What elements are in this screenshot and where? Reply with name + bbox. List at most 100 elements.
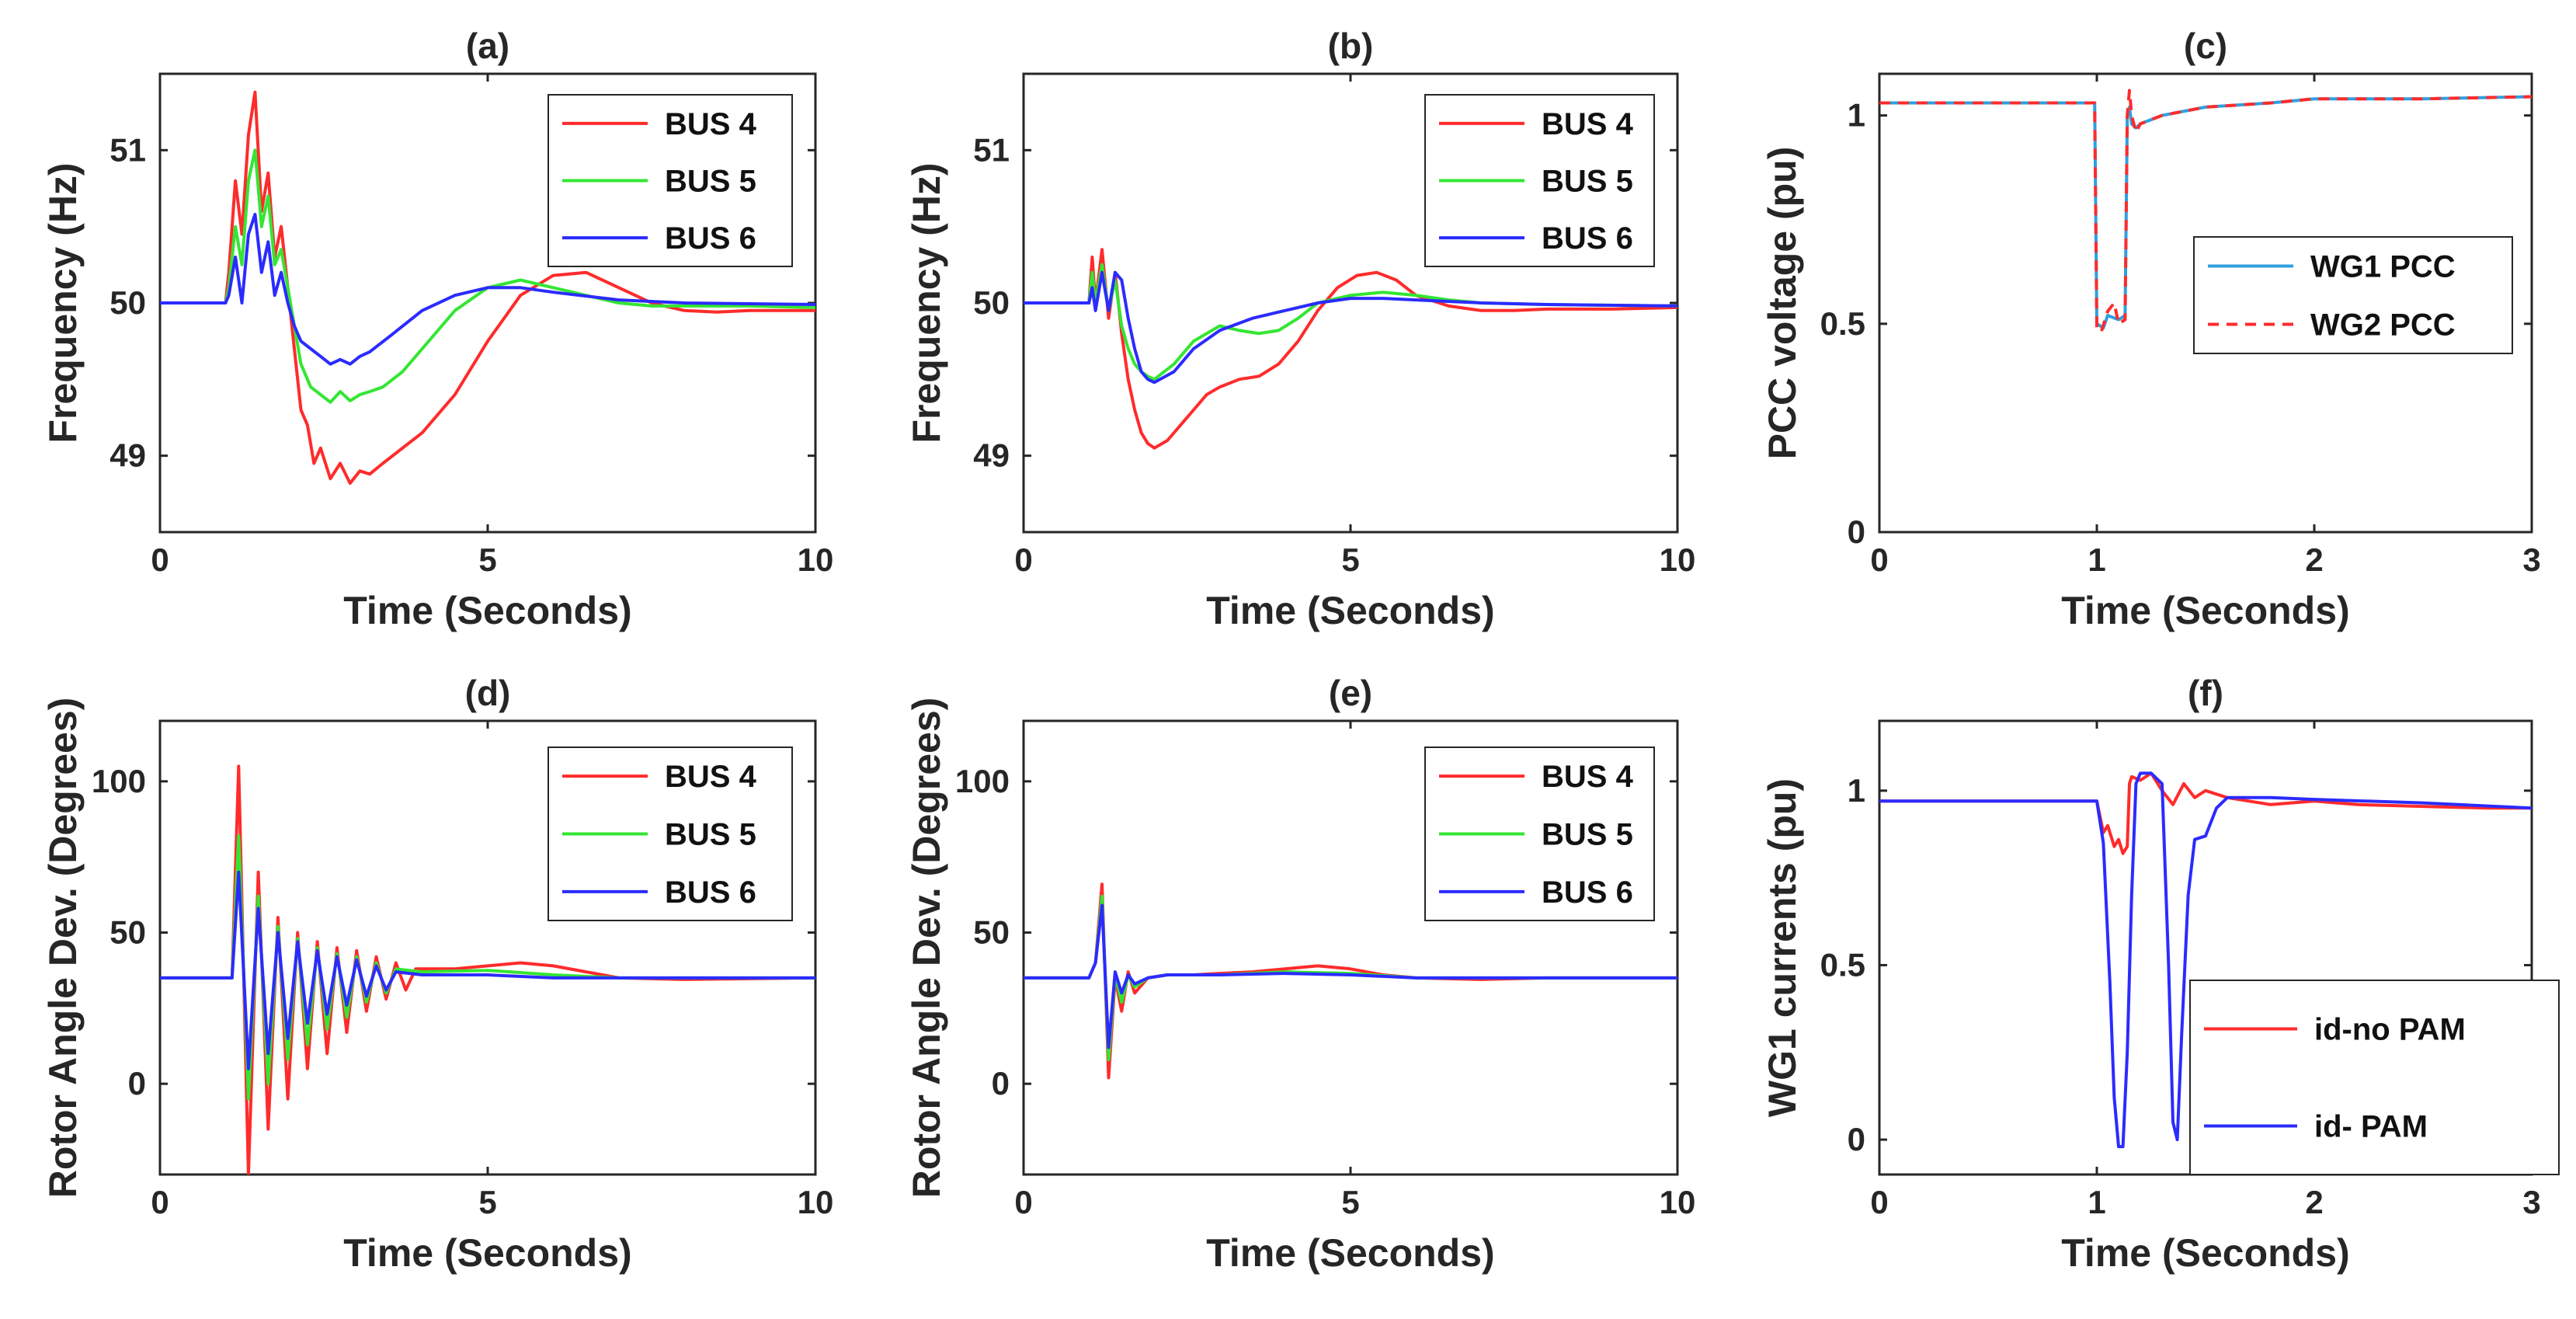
y-tick-label: 0 bbox=[1848, 513, 1865, 550]
legend-label: BUS 6 bbox=[665, 875, 756, 910]
y-tick-label: 49 bbox=[110, 437, 146, 474]
x-tick-label: 5 bbox=[1341, 1184, 1359, 1220]
legend-box bbox=[2189, 980, 2560, 1175]
x-tick-label: 5 bbox=[478, 541, 496, 578]
panel-title: (c) bbox=[2184, 26, 2227, 66]
legend: BUS 4 BUS 5 BUS 6 bbox=[1424, 94, 1655, 267]
series-line-id-pam bbox=[1879, 771, 2532, 1149]
series-line-wg2-pcc bbox=[1879, 89, 2532, 334]
y-axis-label: Frequency (Hz) bbox=[905, 162, 948, 443]
series-group bbox=[160, 764, 815, 1175]
x-tick-label: 0 bbox=[1870, 1184, 1888, 1220]
x-tick-label: 10 bbox=[1660, 541, 1696, 578]
legend-label: WG1 PCC bbox=[2310, 250, 2456, 284]
legend-label: BUS 5 bbox=[1542, 818, 1633, 852]
legend-label: WG2 PCC bbox=[2310, 308, 2456, 343]
x-tick-label: 5 bbox=[478, 1184, 496, 1220]
x-axis-label: Time (Seconds) bbox=[343, 589, 631, 632]
x-tick-label: 0 bbox=[1014, 1184, 1032, 1220]
chart-panel-c: 0 1 2 3 0 0.5 1 (c) Time (Seconds) PCC voltage (p… bbox=[1761, 26, 2541, 632]
y-tick-label: 0 bbox=[1848, 1121, 1865, 1157]
x-tick-label: 3 bbox=[2522, 541, 2540, 578]
y-tick-label: 1 bbox=[1848, 97, 1865, 134]
legend: BUS 4 BUS 5 BUS 6 bbox=[548, 94, 793, 267]
y-axis-label: PCC voltage (pu) bbox=[1761, 147, 1804, 460]
x-tick-label: 0 bbox=[1870, 541, 1888, 578]
y-tick-label: 0.5 bbox=[1820, 946, 1865, 983]
x-axis-label: Time (Seconds) bbox=[343, 1231, 631, 1275]
x-tick-label: 10 bbox=[1660, 1184, 1696, 1220]
legend-label: BUS 4 bbox=[1542, 760, 1634, 794]
series-line-bus-6 bbox=[160, 212, 815, 366]
x-tick-label: 1 bbox=[2088, 1184, 2105, 1220]
x-tick-label: 0 bbox=[1014, 541, 1032, 578]
y-tick-label: 50 bbox=[110, 284, 146, 321]
series-group bbox=[1879, 771, 2532, 1149]
y-axis-label: Rotor Angle Dev. (Degrees) bbox=[905, 698, 948, 1199]
legend-label: BUS 4 bbox=[665, 107, 757, 141]
legend: BUS 4 BUS 5 BUS 6 bbox=[1424, 747, 1655, 921]
legend-label: BUS 4 bbox=[665, 760, 757, 794]
y-tick-label: 50 bbox=[973, 914, 1010, 951]
x-axis-label: Time (Seconds) bbox=[1206, 1231, 1494, 1275]
x-axis-label: Time (Seconds) bbox=[1206, 589, 1494, 632]
chart-panel-b: 0 5 10 49 50 51 (b) Time (Seconds) Frequency (Hz… bbox=[905, 26, 1695, 632]
panel-title: (e) bbox=[1329, 673, 1372, 713]
x-tick-label: 3 bbox=[2522, 1184, 2540, 1220]
y-tick-label: 51 bbox=[110, 131, 146, 168]
x-tick-label: 10 bbox=[798, 541, 834, 578]
y-tick-label: 51 bbox=[973, 131, 1010, 168]
legend-label: BUS 6 bbox=[665, 221, 756, 256]
y-axis-label: WG1 currents (pu) bbox=[1761, 778, 1804, 1117]
legend-label: BUS 5 bbox=[1542, 165, 1633, 199]
y-tick-label: 50 bbox=[110, 914, 146, 951]
chart-panel-a: 0 5 10 49 50 51 (a) Time (Seconds) Frequency (Hz… bbox=[41, 26, 833, 632]
x-tick-label: 2 bbox=[2305, 1184, 2323, 1220]
y-tick-label: 0 bbox=[128, 1065, 146, 1101]
series-group bbox=[1024, 248, 1677, 450]
series-line-bus-5 bbox=[160, 834, 815, 1101]
y-tick-label: 49 bbox=[973, 437, 1010, 474]
series-line-bus-5 bbox=[160, 148, 815, 404]
legend: WG1 PCC WG2 PCC bbox=[2193, 236, 2513, 354]
legend-label: BUS 4 bbox=[1542, 107, 1634, 141]
legend-label: BUS 6 bbox=[1542, 875, 1633, 910]
x-tick-label: 0 bbox=[151, 1184, 169, 1220]
series-line-bus-4 bbox=[160, 90, 815, 485]
y-tick-label: 0.5 bbox=[1820, 305, 1865, 342]
panel-title: (a) bbox=[466, 26, 509, 66]
y-axis-label: Rotor Angle Dev. (Degrees) bbox=[41, 698, 85, 1199]
panel-title: (f) bbox=[2188, 673, 2223, 713]
legend-label: id- PAM bbox=[2314, 1110, 2428, 1144]
panel-title: (b) bbox=[1328, 26, 1374, 66]
x-tick-label: 10 bbox=[798, 1184, 834, 1220]
x-axis-label: Time (Seconds) bbox=[2061, 589, 2349, 632]
legend: id-no PAM id- PAM bbox=[2189, 980, 2560, 1175]
x-tick-label: 1 bbox=[2088, 541, 2105, 578]
y-axis-label: Frequency (Hz) bbox=[41, 162, 85, 443]
x-tick-label: 5 bbox=[1341, 541, 1359, 578]
series-group bbox=[1024, 882, 1677, 1080]
series-line-bus-6 bbox=[1024, 270, 1677, 385]
legend-box bbox=[2193, 236, 2513, 354]
y-tick-label: 50 bbox=[973, 284, 1010, 321]
series-group bbox=[1879, 89, 2532, 334]
y-tick-label: 100 bbox=[955, 763, 1010, 799]
chart-panel-f: 0 1 2 3 0 0.5 1 (f) Time (Seconds) WG1 currents (… bbox=[1761, 673, 2560, 1275]
legend-label: BUS 5 bbox=[665, 818, 756, 852]
x-tick-label: 0 bbox=[151, 541, 169, 578]
series-group bbox=[160, 90, 815, 485]
legend-label: BUS 5 bbox=[665, 165, 756, 199]
x-axis-label: Time (Seconds) bbox=[2061, 1231, 2349, 1275]
legend: BUS 4 BUS 5 BUS 6 bbox=[548, 747, 793, 921]
y-tick-label: 100 bbox=[92, 763, 146, 799]
series-line-bus-6 bbox=[1024, 903, 1677, 1049]
panel-title: (d) bbox=[465, 673, 511, 713]
x-tick-label: 2 bbox=[2305, 541, 2323, 578]
y-tick-label: 0 bbox=[992, 1065, 1010, 1101]
legend-label: BUS 6 bbox=[1542, 221, 1633, 256]
legend-label: id-no PAM bbox=[2314, 1013, 2466, 1047]
